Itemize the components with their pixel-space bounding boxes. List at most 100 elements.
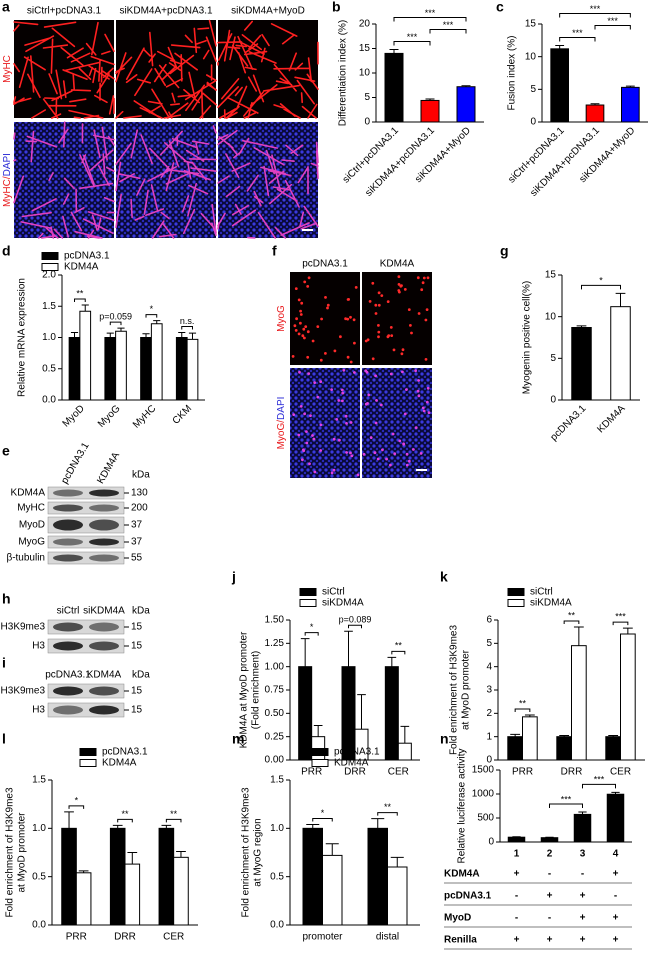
bar	[173, 856, 189, 926]
table-cell: -	[515, 891, 518, 902]
micrograph	[218, 122, 318, 238]
row-label: MyoD	[19, 520, 45, 531]
y-tick-label: 500	[477, 813, 494, 824]
band	[53, 705, 83, 715]
significance-bracket	[582, 783, 616, 789]
significance-label: *	[310, 622, 314, 632]
error-bar	[64, 811, 74, 829]
legend-label: KDM4A	[64, 262, 99, 273]
row-label: MyHC	[17, 503, 45, 514]
x-tick-label: siKDM4A+pcDNA3.1	[528, 125, 602, 199]
significance-label: **	[568, 610, 576, 620]
legend-swatch	[79, 748, 97, 756]
table-cell: +	[613, 913, 619, 924]
row-label: H3K9me3	[1, 622, 46, 633]
bar	[79, 310, 92, 401]
y-tick-label: 1.00	[265, 661, 285, 672]
significance-bracket	[165, 818, 182, 823]
y-tick-label: 1.0	[42, 332, 56, 343]
panel-label: g	[500, 243, 509, 259]
row-label: H3	[32, 705, 45, 716]
micrograph	[116, 20, 216, 118]
significance-label: **	[121, 809, 129, 819]
error-bar	[300, 638, 310, 667]
y-tick-label: 0.0	[270, 920, 284, 931]
bar	[75, 872, 92, 926]
error-bar	[615, 292, 626, 307]
y-tick-label: 5	[550, 353, 556, 364]
table-cell: +	[580, 935, 586, 946]
x-tick-label: MyoD	[61, 403, 87, 429]
y-tick-label: 10	[525, 51, 537, 62]
x-tick-label: PRR	[66, 932, 87, 943]
y-tick-label: 0	[530, 117, 536, 128]
significance-label: **	[519, 698, 527, 708]
y-tick-label: 5	[486, 638, 492, 649]
table-row-label: pcDNA3.1	[444, 891, 492, 902]
significance-bracket	[145, 314, 158, 318]
x-tick-label: DRR	[114, 932, 136, 943]
x-tick-label: CKM	[171, 403, 195, 427]
significance-label: *	[75, 795, 79, 805]
legend-label: pcDNA3.1	[64, 251, 110, 262]
myotubes	[115, 125, 217, 239]
error-bar	[178, 332, 186, 338]
row-label-part: DAPI	[276, 397, 287, 420]
bar	[384, 52, 404, 123]
bar	[605, 736, 621, 761]
bar	[556, 736, 572, 761]
y-tick-label: 3	[486, 685, 492, 696]
micrograph	[116, 122, 216, 238]
band	[89, 504, 119, 512]
significance-label: *	[599, 276, 603, 286]
band	[53, 519, 83, 531]
size-label: 15	[131, 622, 143, 633]
bar	[322, 854, 343, 926]
y-axis-label: at MyoG region	[253, 818, 264, 886]
y-axis-label: at MyoD promoter	[17, 812, 28, 893]
row-label-part: MyoG/	[276, 420, 287, 450]
panel-label: i	[2, 655, 6, 671]
panel-label: n	[440, 731, 449, 747]
bar	[420, 99, 440, 123]
table-cell: +	[547, 935, 553, 946]
y-tick-label: 1.5	[42, 301, 56, 312]
error-bar	[344, 630, 353, 667]
error-bar	[625, 85, 635, 88]
lane-label: siKDM4A	[83, 606, 125, 617]
column-label: siKDM4A+MyoD	[231, 6, 305, 17]
error-bar	[590, 103, 600, 106]
legend-swatch	[507, 599, 525, 607]
panel-label: l	[2, 731, 6, 747]
significance-label: ***	[572, 28, 583, 38]
size-label: 37	[131, 520, 143, 531]
band	[53, 554, 83, 562]
row-label-part: MyHC	[2, 55, 13, 83]
significance-label: **	[76, 288, 84, 298]
y-axis-label: Myogenin positive cell(%)	[522, 281, 533, 394]
significance-label: p=0.089	[339, 615, 372, 625]
y-axis-label: Relative mRNA expression	[17, 278, 28, 397]
size-label: 15	[131, 641, 143, 652]
y-tick-label: 1.0	[270, 823, 284, 834]
panel-label: b	[332, 0, 341, 15]
error-bar	[117, 327, 125, 332]
size-label: 15	[131, 686, 143, 697]
y-tick-label: 2	[486, 708, 492, 719]
significance-label: **	[170, 809, 178, 819]
bar	[61, 827, 77, 926]
legend-label: siKDM4A	[322, 598, 364, 609]
size-label: 130	[131, 488, 148, 499]
significance-bracket	[393, 40, 431, 46]
legend-label: siCtrl	[530, 587, 553, 598]
panel-label: c	[496, 0, 504, 15]
size-label: 37	[131, 537, 143, 548]
row-label-part: DAPI	[2, 153, 13, 176]
bar	[621, 86, 640, 123]
micrograph	[362, 272, 432, 365]
size-label: 200	[131, 503, 148, 514]
error-bar	[425, 98, 435, 101]
band	[53, 686, 83, 696]
error-bar	[559, 735, 570, 737]
error-bar	[371, 818, 385, 829]
